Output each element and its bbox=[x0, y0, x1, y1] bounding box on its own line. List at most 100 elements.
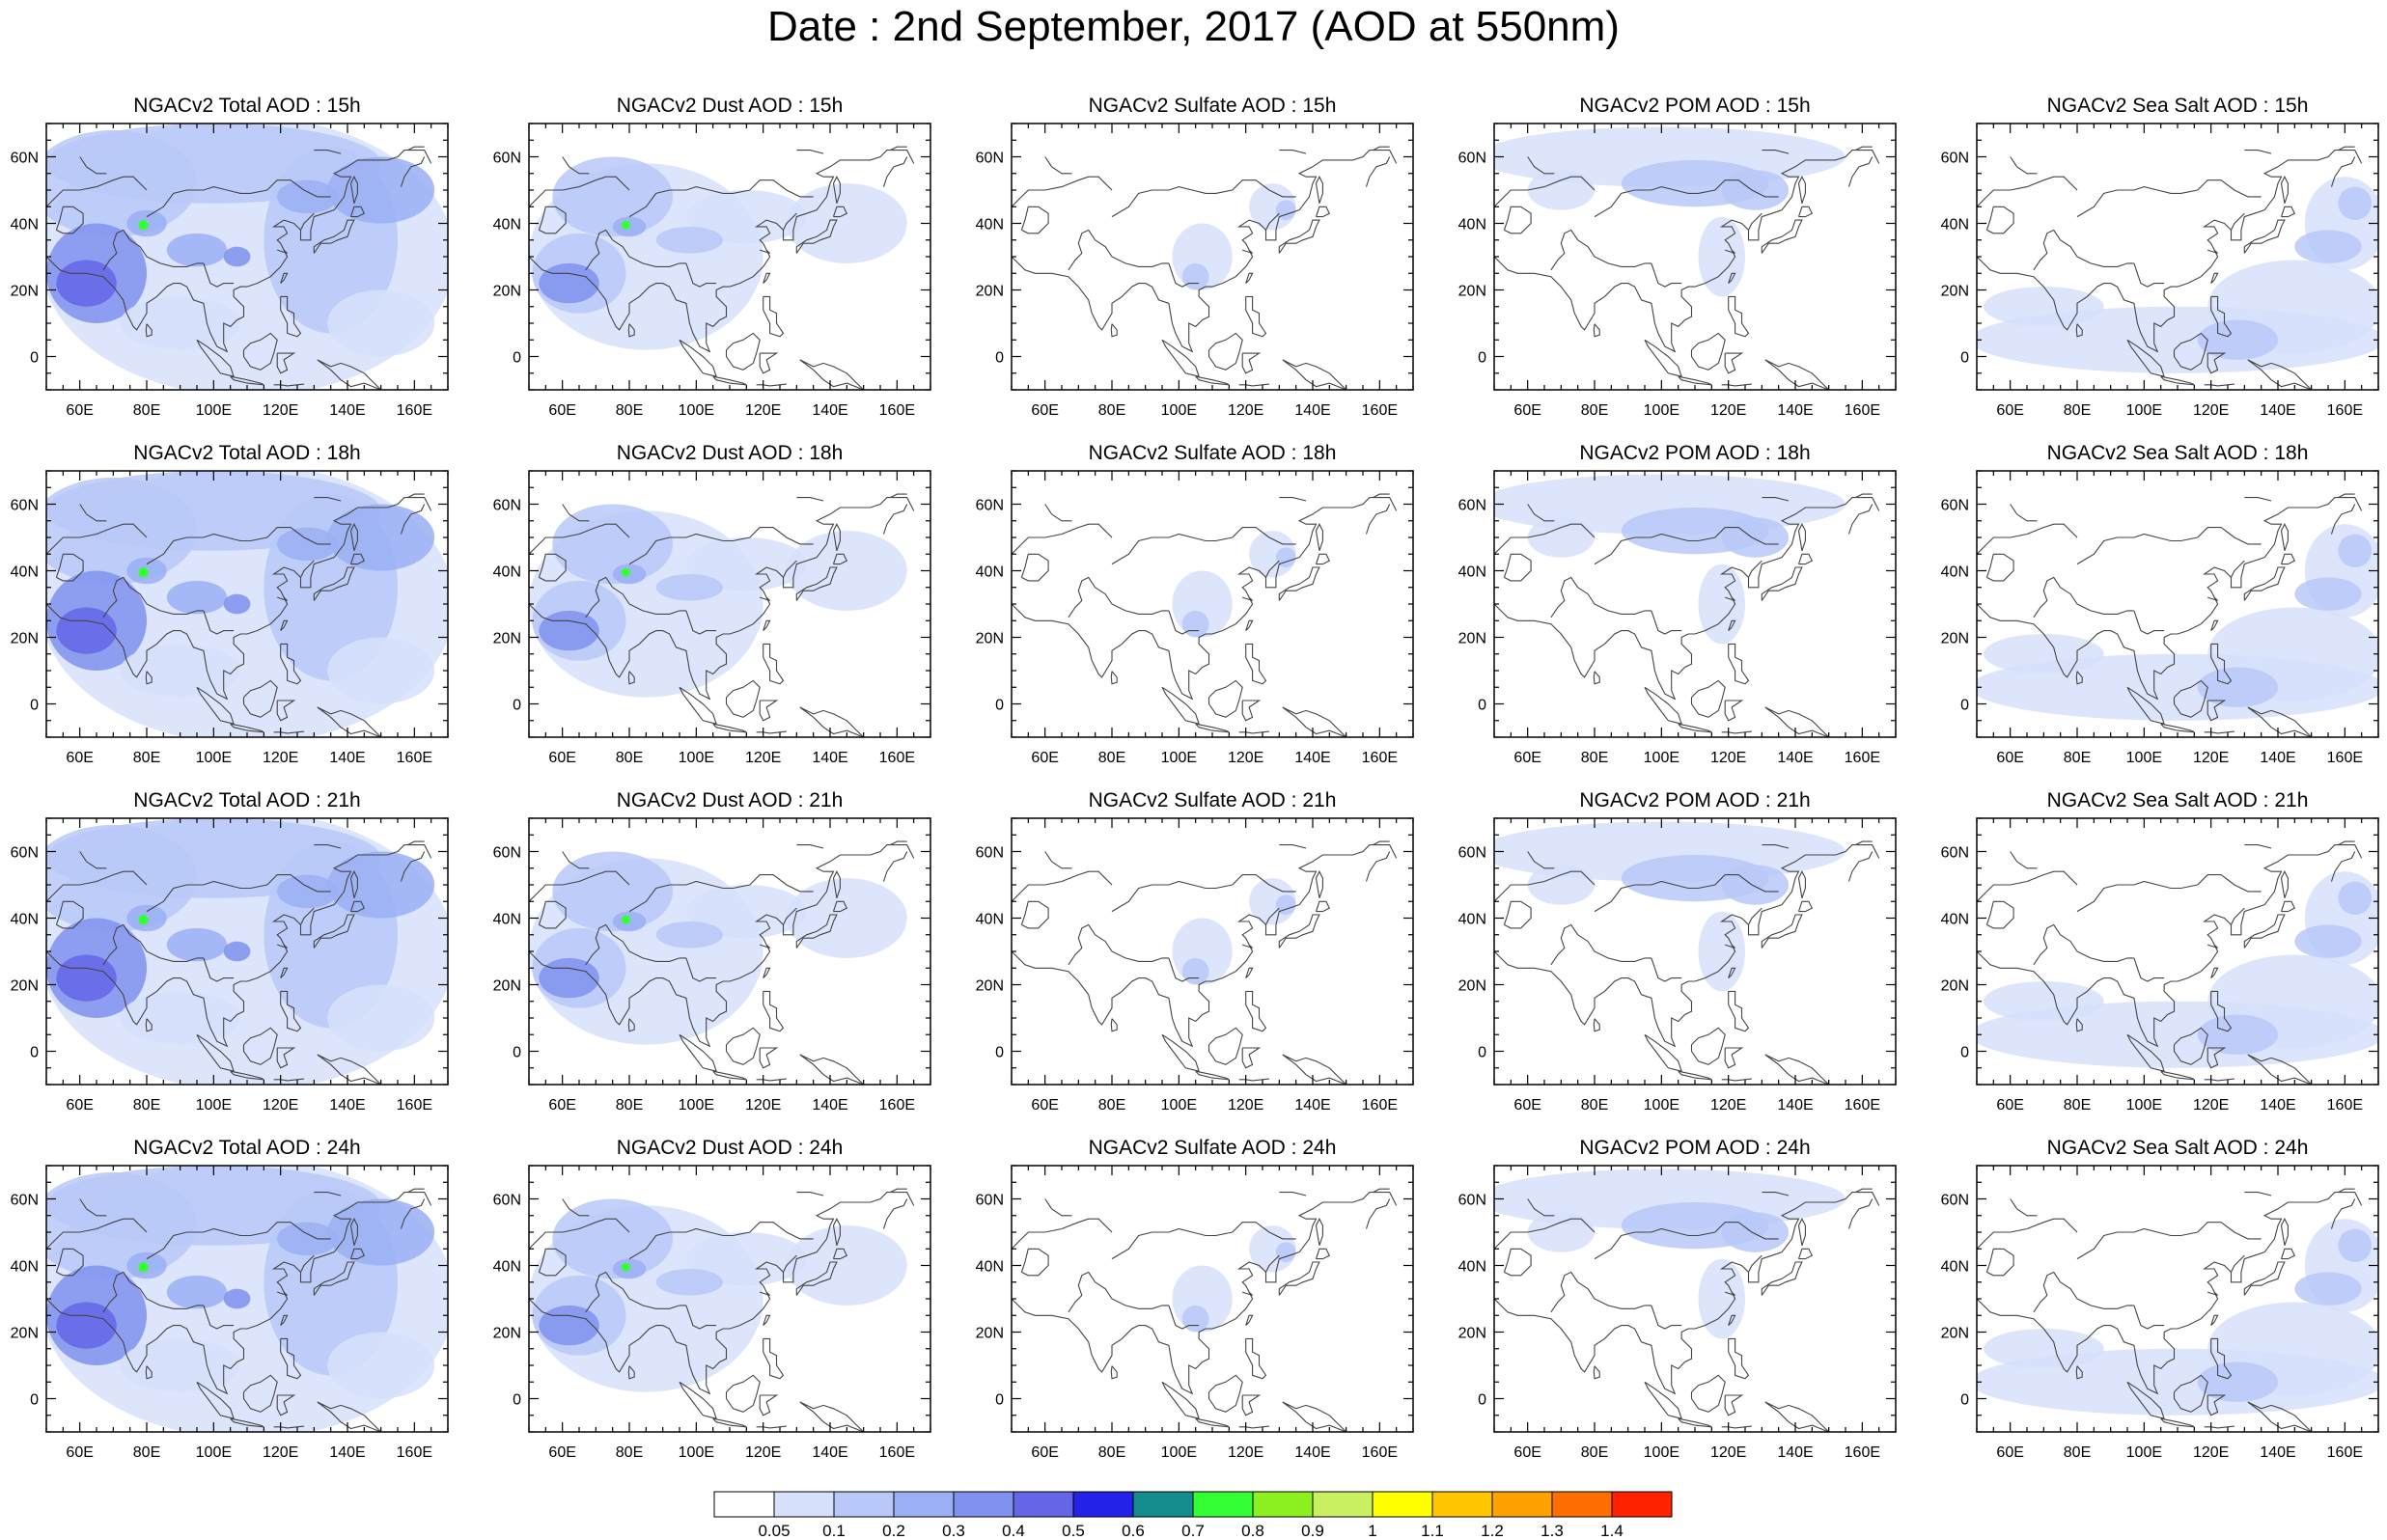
aod-blob bbox=[685, 537, 807, 591]
coastline bbox=[2010, 851, 2038, 869]
coastline bbox=[46, 150, 432, 353]
aod-field bbox=[1012, 471, 1413, 737]
coastline bbox=[1110, 671, 1118, 685]
coastline bbox=[300, 560, 315, 578]
coastline bbox=[1503, 900, 1532, 929]
coastline bbox=[760, 249, 770, 255]
coastline bbox=[2204, 383, 2234, 387]
coastline bbox=[1278, 1261, 1320, 1296]
aod-blob bbox=[1275, 547, 1296, 568]
coastline bbox=[529, 497, 915, 701]
coastlines bbox=[1012, 840, 1398, 1085]
coastline bbox=[1279, 150, 1307, 154]
coastline bbox=[1748, 560, 1762, 578]
coastline bbox=[196, 339, 235, 377]
coastline bbox=[2075, 323, 2083, 338]
coastline bbox=[1678, 375, 1712, 386]
coastline bbox=[795, 914, 838, 949]
coastline bbox=[1847, 504, 1874, 535]
coastline bbox=[2126, 686, 2165, 725]
aod-blob bbox=[327, 289, 435, 357]
coastline bbox=[1245, 1314, 1254, 1326]
aod-blob bbox=[1698, 216, 1745, 297]
x-tick-label: 60E bbox=[1513, 1444, 1540, 1461]
coastline bbox=[2160, 723, 2195, 733]
x-tick-label: 100E bbox=[2126, 402, 2162, 419]
coastline bbox=[756, 1425, 787, 1429]
coastline bbox=[79, 1198, 107, 1217]
panel-title: NGACv2 POM AOD : 24h bbox=[1579, 1137, 1810, 1159]
aod-blob bbox=[1181, 1305, 1209, 1333]
coastline bbox=[1315, 1217, 1323, 1246]
coastline bbox=[2330, 851, 2356, 882]
coastline bbox=[1111, 1222, 1296, 1260]
coastline bbox=[2126, 1381, 2165, 1419]
coastline bbox=[1503, 1248, 1532, 1277]
coastline bbox=[230, 1070, 264, 1081]
coastline bbox=[196, 1381, 235, 1419]
aod-blob bbox=[56, 607, 117, 654]
coastline bbox=[2060, 587, 2134, 615]
coastlines bbox=[1012, 493, 1398, 737]
coastline bbox=[799, 1054, 865, 1085]
aod-blob bbox=[223, 941, 251, 962]
coastline bbox=[2207, 1047, 2227, 1069]
panel-title: NGACv2 Sulfate AOD : 18h bbox=[1089, 442, 1337, 464]
coastline bbox=[2280, 206, 2296, 218]
x-tick-label: 140E bbox=[2260, 402, 2295, 419]
coastline bbox=[2076, 179, 2262, 218]
y-tick-label: 40N bbox=[1941, 564, 1969, 581]
coastline bbox=[1238, 1078, 1269, 1082]
map-panel: NGACv2 Sulfate AOD : 15h 60E 80E 100E 120E 14… bbox=[976, 95, 1414, 419]
coastline bbox=[407, 840, 425, 846]
coastline bbox=[1373, 493, 1390, 499]
coastline bbox=[1110, 1365, 1118, 1380]
x-tick-label: 120E bbox=[1228, 750, 1263, 766]
y-tick-label: 60N bbox=[11, 1193, 39, 1209]
coastline bbox=[102, 576, 131, 619]
coastline bbox=[763, 295, 785, 338]
coastline bbox=[2280, 175, 2289, 204]
aod-blob bbox=[327, 637, 435, 704]
aod-field bbox=[1977, 1166, 2378, 1432]
coastline bbox=[1728, 967, 1736, 978]
coastline bbox=[1012, 870, 1113, 902]
aod-blob bbox=[786, 878, 907, 958]
coastline bbox=[796, 1192, 824, 1196]
x-tick-label: 140E bbox=[1777, 750, 1813, 766]
coastline bbox=[1690, 332, 1726, 371]
x-tick-label: 60E bbox=[1031, 402, 1058, 419]
coastline bbox=[628, 1222, 814, 1260]
coastlines bbox=[1977, 840, 2363, 1085]
x-tick-label: 160E bbox=[2327, 1444, 2363, 1461]
coastline bbox=[2133, 610, 2165, 635]
aod-blob bbox=[277, 179, 338, 214]
y-tick-label: 40N bbox=[1458, 217, 1486, 234]
aod-blob bbox=[1527, 865, 1596, 905]
x-tick-label: 160E bbox=[879, 750, 915, 766]
coastline bbox=[2243, 566, 2286, 601]
coastline bbox=[1728, 1337, 1750, 1380]
coastline bbox=[1797, 206, 1814, 218]
y-tick-label: 60N bbox=[493, 845, 521, 862]
coastline bbox=[538, 553, 567, 582]
coastline bbox=[1724, 352, 1744, 374]
coastline bbox=[400, 156, 426, 187]
y-tick-label: 40N bbox=[493, 912, 521, 928]
panel-title: NGACv2 Dust AOD : 21h bbox=[617, 789, 844, 811]
x-tick-label: 120E bbox=[1228, 1444, 1263, 1461]
y-tick-label: 40N bbox=[1941, 217, 1969, 234]
coastline bbox=[2207, 700, 2227, 722]
coastline bbox=[1279, 844, 1307, 849]
aod-blob bbox=[539, 610, 599, 651]
x-tick-label: 80E bbox=[616, 1444, 643, 1461]
coastline bbox=[1282, 1401, 1347, 1432]
coastline bbox=[146, 874, 331, 913]
coastline bbox=[1594, 527, 1779, 565]
map-panel: NGACv2 POM AOD : 21h 60E 80E 100E 120E 140E 16… bbox=[1458, 789, 1897, 1114]
x-tick-label: 60E bbox=[1513, 750, 1540, 766]
aod-blob bbox=[1527, 517, 1596, 558]
coastline bbox=[1168, 262, 1200, 288]
map-panel: NGACv2 Sulfate AOD : 18h 60E 80E 100E 120E 14… bbox=[976, 442, 1414, 766]
aod-blob bbox=[622, 220, 631, 230]
